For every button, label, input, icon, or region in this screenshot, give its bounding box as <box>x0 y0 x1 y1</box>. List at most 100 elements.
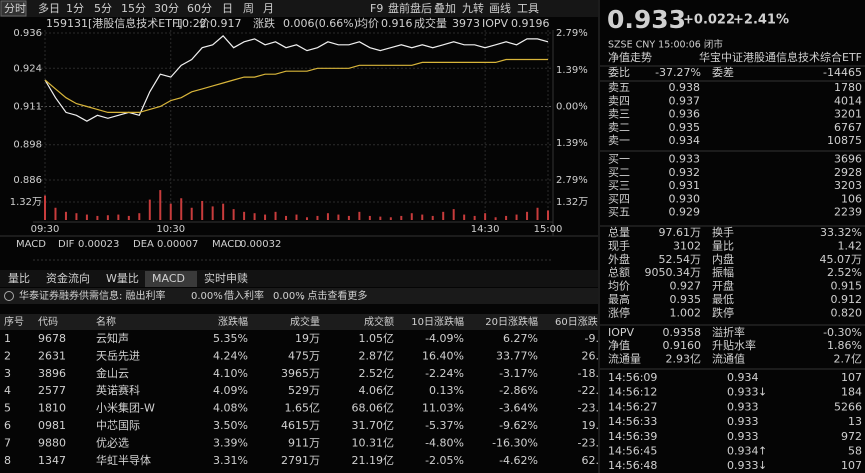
stat-label: 流通量 <box>608 352 641 366</box>
toolbar-tab[interactable]: 分时 <box>4 2 26 15</box>
stat-value: 0.9160 <box>663 339 702 352</box>
indicator-tab[interactable]: W量比 <box>106 272 139 285</box>
order-volume: 3203 <box>834 179 862 192</box>
indicator-tab[interactable]: 量比 <box>8 272 30 285</box>
notice-text: , 点击查看更多 <box>301 289 367 302</box>
table-cell: 529万 <box>288 384 320 397</box>
table-cell: -23.9 <box>578 436 606 449</box>
table-cell: -16.30% <box>492 436 538 449</box>
volume-bar <box>316 215 319 220</box>
table-cell: -22.7 <box>578 384 606 397</box>
stat-value: 52.54万 <box>659 253 702 266</box>
order-price: 0.930 <box>669 192 701 205</box>
nav-trend[interactable]: 净值走势 <box>608 50 652 64</box>
toolbar-tool[interactable]: 九转 <box>462 1 484 15</box>
toolbar-tool[interactable]: 工具 <box>517 2 539 15</box>
column-header[interactable]: 成交量 <box>290 315 320 328</box>
table-cell: 2.52亿 <box>359 367 395 380</box>
toolbar-tab[interactable]: 日 <box>222 2 233 15</box>
table-cell: 1.05亿 <box>359 332 395 345</box>
stat-value: 2.93亿 <box>666 353 702 366</box>
stat-label: 振幅 <box>712 265 734 279</box>
table-cell: 4.08% <box>213 402 248 415</box>
table-cell: -4.62% <box>499 454 538 467</box>
volume-bar <box>285 215 288 220</box>
table-cell: -23.5 <box>578 402 606 415</box>
table-cell: 2791万 <box>281 454 320 467</box>
volume-bar <box>337 214 340 220</box>
volume-bar <box>211 206 214 220</box>
column-header[interactable]: 10日涨跌幅 <box>411 315 464 328</box>
volume-bar <box>222 203 225 220</box>
column-header[interactable]: 涨跌幅 <box>218 315 248 328</box>
toolbar-tab[interactable]: 1分 <box>66 2 84 15</box>
table-cell: 1.65亿 <box>285 402 321 415</box>
toolbar-tab[interactable]: 多日 <box>38 1 60 15</box>
table-cell: 1810 <box>38 402 66 415</box>
table-cell: 4.06亿 <box>359 384 395 397</box>
table-cell: 4615万 <box>281 419 320 432</box>
quote-field: 0.917 <box>210 17 242 30</box>
stat-value: 45.07万 <box>820 253 863 266</box>
toolbar-tool[interactable]: F9 <box>370 2 383 15</box>
order-label: 卖四 <box>608 94 630 107</box>
order-volume: 106 <box>841 192 862 205</box>
tick-price: 0.933 <box>727 386 759 399</box>
table-cell: 16.40% <box>422 349 464 362</box>
toolbar-tab[interactable]: 月 <box>263 2 274 15</box>
table-cell: -2.86% <box>499 384 538 397</box>
toolbar-tab[interactable]: 周 <box>243 2 254 15</box>
tick-volume: 107 <box>841 459 862 472</box>
indicator-tab[interactable]: 资金流向 <box>46 271 90 285</box>
order-volume: 6767 <box>834 121 862 134</box>
stat-value: 0.820 <box>831 306 863 319</box>
quote-field: IOPV <box>482 17 509 30</box>
table-cell: 2631 <box>38 349 66 362</box>
toolbar-tool[interactable]: 叠加 <box>434 2 456 15</box>
column-header[interactable]: 名称 <box>96 315 116 328</box>
volume-bar <box>421 214 424 220</box>
order-price: 0.929 <box>669 206 701 219</box>
table-cell: 3965万 <box>281 367 320 380</box>
table-cell: 4.24% <box>213 349 248 362</box>
macd-field: 0.00032 <box>240 239 281 250</box>
x-tick-label: 15:00 <box>534 224 563 235</box>
table-cell: 中芯国际 <box>96 418 140 432</box>
volume-bar <box>442 211 445 220</box>
table-cell: 9880 <box>38 436 66 449</box>
tick-arrow: ↑ <box>758 445 767 458</box>
right-panel: 0.933+0.022+2.41%SZSE CNY 15:00:06 闭市净值走… <box>607 5 862 472</box>
quote-field: 0.9196 <box>511 17 550 30</box>
toolbar-tool[interactable]: 画线 <box>489 1 511 15</box>
table-cell: 2.87亿 <box>359 349 395 362</box>
table-cell: 2 <box>4 349 11 362</box>
table-cell: -9.62% <box>499 419 538 432</box>
order-price: 0.935 <box>669 121 701 134</box>
column-header[interactable]: 20日涨跌幅 <box>485 315 538 328</box>
y2-tick-label: 1.32万 <box>556 197 588 208</box>
toolbar-tool[interactable]: 盘前盘后 <box>388 1 432 15</box>
stat-label: 跌停 <box>712 305 734 319</box>
active-tab <box>0 0 27 17</box>
indicator-tab[interactable]: 实时申赎 <box>204 271 248 285</box>
stat-label: IOPV <box>608 326 635 339</box>
toolbar-tab[interactable]: 5分 <box>94 2 112 15</box>
stat-value: 1.86% <box>827 339 862 352</box>
column-header[interactable]: 成交额 <box>364 315 394 328</box>
order-price: 0.938 <box>669 81 701 94</box>
toolbar-tab[interactable]: 60分 <box>187 2 212 15</box>
column-header[interactable]: 60日涨跌幅 <box>555 315 608 328</box>
tick-price: 0.933 <box>727 400 759 413</box>
toolbar-tab[interactable]: 30分 <box>154 2 179 15</box>
column-header[interactable]: 代码 <box>38 316 58 328</box>
stat-value: 0.935 <box>670 293 702 306</box>
change-pct: +2.41% <box>733 13 789 28</box>
toolbar-tab[interactable]: 15分 <box>121 2 146 15</box>
column-header[interactable]: 序号 <box>4 315 24 328</box>
table-cell: 2577 <box>38 384 66 397</box>
indicator-tab[interactable]: MACD <box>152 272 185 285</box>
order-price: 0.934 <box>669 134 701 147</box>
quote-field: 均价 <box>357 17 379 30</box>
stat-label: 外盘 <box>608 252 630 266</box>
stat-label: 总量 <box>608 225 630 239</box>
